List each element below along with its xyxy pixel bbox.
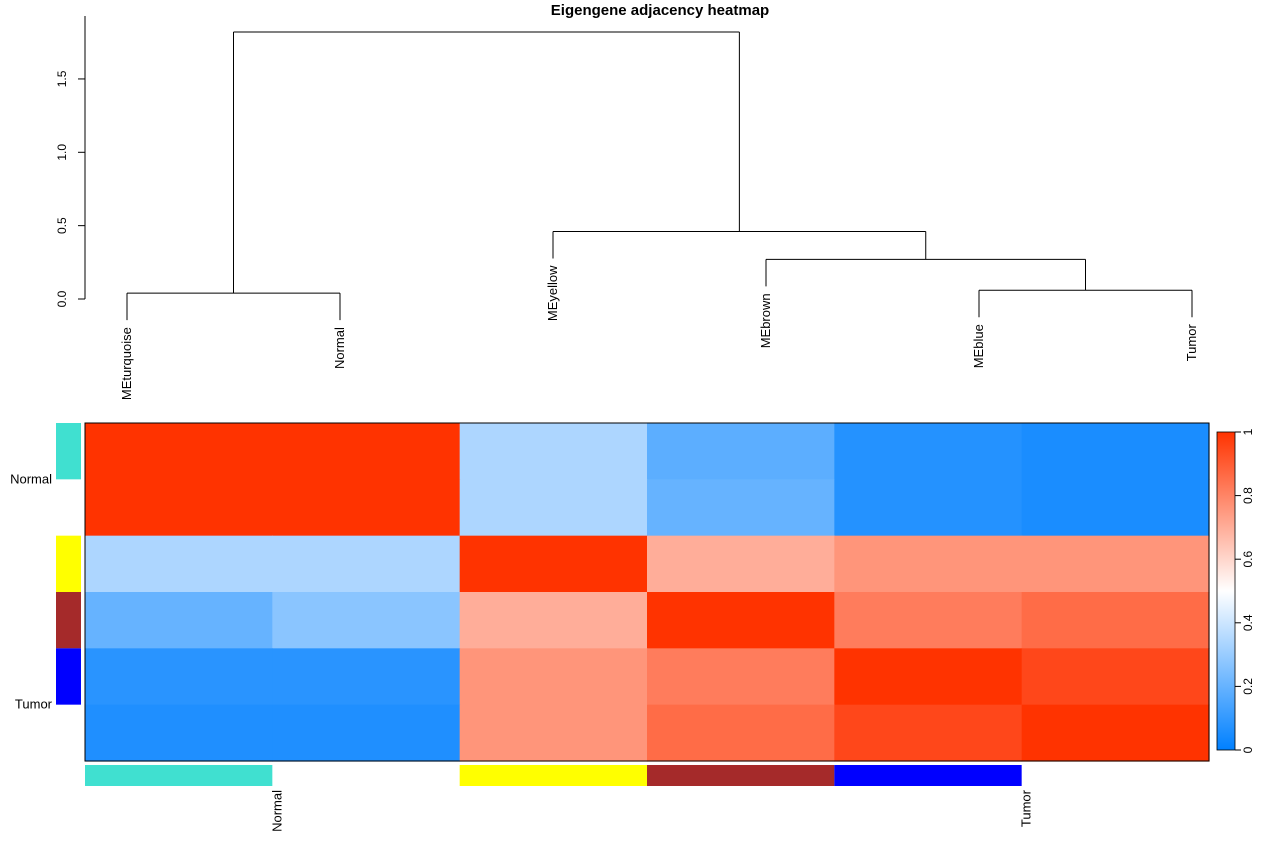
heatmap-cell	[272, 704, 461, 762]
heatmap-cell	[1021, 479, 1210, 537]
dendrogram-y-axis: 0.0 0.5 1.0 1.5	[55, 16, 86, 307]
row-color-swatch	[56, 535, 81, 592]
heatmap-cell	[834, 479, 1023, 537]
column-color-bar	[85, 765, 1022, 786]
dendrogram-axis-tick-label: 1.0	[55, 144, 69, 161]
column-color-swatch	[85, 765, 273, 786]
dendrogram-leaf-label: MEblue	[971, 324, 986, 368]
column-label: Normal	[269, 790, 284, 832]
dendrogram-leaf-label: Tumor	[1184, 324, 1199, 362]
heatmap-cell	[85, 704, 273, 762]
heatmap-cell	[834, 648, 1023, 706]
color-scale-tick-label: 0.2	[1241, 678, 1255, 695]
column-color-swatch	[647, 765, 835, 786]
color-scale-tick-label: 1	[1241, 428, 1255, 435]
row-label: Normal	[10, 471, 52, 486]
heatmap-cell	[647, 704, 835, 762]
dendrogram-leaf-label: MEturquoise	[119, 327, 134, 400]
heatmap-cell	[459, 423, 648, 480]
heatmap-cell	[647, 423, 835, 480]
heatmap-cell	[272, 423, 461, 480]
heatmap-cell	[647, 592, 835, 649]
heatmap-cell	[1021, 648, 1210, 706]
heatmap-cell	[459, 535, 648, 593]
color-scale-legend: 0 0.2 0.4 0.6 0.8 1	[1216, 428, 1255, 753]
heatmap-cell	[272, 535, 461, 593]
column-label: Tumor	[1019, 789, 1034, 827]
color-scale-tick-label: 0.8	[1241, 487, 1255, 504]
row-labels: Normal Tumor	[10, 471, 53, 711]
heatmap-cell	[459, 704, 648, 762]
heatmap-cell	[459, 592, 648, 649]
color-scale-tick-label: 0.6	[1241, 551, 1255, 568]
heatmap-cell	[1021, 535, 1210, 593]
heatmap-cell	[272, 648, 461, 706]
dendrogram-leaf-labels: MEturquoise Normal MEyellow MEbrown MEblue Tu…	[119, 265, 1199, 400]
color-scale-tick-label: 0	[1241, 746, 1255, 753]
heatmap-cell	[647, 535, 835, 593]
heatmap-cell	[459, 648, 648, 706]
heatmap-cell	[272, 592, 461, 649]
dendrogram-leaf-label: Normal	[332, 327, 347, 369]
heatmap-cell	[85, 423, 273, 480]
heatmap-cell	[647, 479, 835, 537]
row-color-swatch	[56, 592, 81, 649]
dendrogram	[126, 31, 1193, 321]
row-color-swatch	[56, 648, 81, 705]
heatmap-border	[84, 422, 1210, 762]
dendrogram-leaf-label: MEyellow	[545, 265, 560, 321]
heatmap-cell	[834, 704, 1023, 762]
heatmap-cell	[459, 479, 648, 537]
dendrogram-axis-tick-label: 1.5	[55, 70, 69, 87]
heatmap-cell	[1021, 592, 1210, 649]
heatmap-cell	[85, 479, 273, 537]
heatmap-cell	[1021, 704, 1210, 762]
color-scale-bar	[1216, 431, 1236, 751]
row-color-bar	[56, 423, 81, 705]
chart-title: Eigengene adjacency heatmap	[551, 2, 769, 19]
heatmap-cell	[647, 648, 835, 706]
heatmap-cells	[85, 423, 1210, 762]
column-color-swatch	[834, 765, 1022, 786]
dendrogram-leaf-label: MEbrown	[758, 293, 773, 348]
heatmap-cell	[1021, 423, 1210, 480]
dendrogram-axis-tick-label: 0.5	[55, 217, 69, 234]
heatmap-cell	[85, 648, 273, 706]
heatmap-cell	[85, 535, 273, 593]
column-labels: Normal Tumor	[269, 789, 1033, 832]
heatmap-cell	[834, 423, 1023, 480]
color-scale-tick-label: 0.4	[1241, 614, 1255, 631]
heatmap-cell	[85, 592, 273, 649]
dendrogram-axis-tick-label: 0.0	[55, 290, 69, 307]
heatmap-cell	[834, 535, 1023, 593]
row-color-swatch	[56, 423, 81, 480]
heatmap-cell	[834, 592, 1023, 649]
heatmap-cell	[272, 479, 461, 537]
column-color-swatch	[459, 765, 647, 786]
row-label: Tumor	[15, 697, 53, 712]
